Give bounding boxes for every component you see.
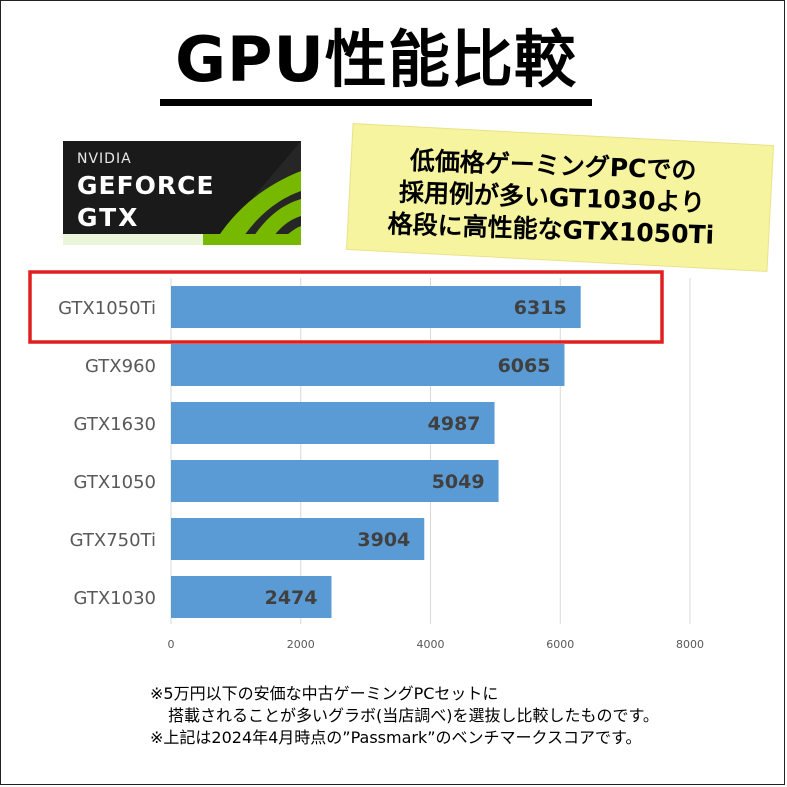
bar (171, 460, 499, 502)
logo-gtx-text: GTX (77, 203, 140, 232)
footnote-1: ※5万円以下の安価な中古ゲーミングPCセットに (150, 684, 499, 703)
category-label: GTX1030 (74, 588, 156, 609)
bar (171, 518, 425, 560)
bar (171, 402, 495, 444)
data-label: 3904 (357, 529, 410, 551)
x-tick-label: 4000 (417, 638, 445, 651)
data-label: 2474 (265, 587, 318, 609)
nvidia-geforce-gtx-logo: NVIDIA GEFORCE GTX (63, 141, 301, 245)
highlight-box (28, 270, 664, 344)
page-title: GPU性能比較 (175, 23, 577, 96)
nvidia-eye-icon (63, 141, 301, 245)
bar (171, 286, 581, 328)
data-label: 4987 (428, 413, 481, 435)
x-tick-label: 0 (168, 638, 175, 651)
category-label: GTX960 (85, 356, 156, 377)
category-label: GTX1050Ti (58, 298, 156, 319)
footnote-2: 搭載されることが多いグラボ(当店調べ)を選抜し比較したものです。 (168, 706, 659, 725)
category-label: GTX750Ti (70, 530, 156, 551)
logo-nvidia-text: NVIDIA (77, 151, 132, 167)
footnotes: ※5万円以下の安価な中古ゲーミングPCセットに 搭載されることが多いグラボ(当店… (150, 683, 780, 749)
data-label: 6315 (514, 297, 567, 319)
data-label: 6065 (498, 355, 551, 377)
title-underline (160, 99, 592, 106)
data-label: 5049 (432, 471, 485, 493)
logo-geforce-text: GEFORCE (77, 171, 215, 200)
bar (171, 344, 565, 386)
category-label: GTX1050 (74, 472, 156, 493)
footnote-3: ※上記は2024年4月時点の”Passmark”のベンチマークスコアです。 (150, 728, 642, 747)
x-tick-label: 8000 (676, 638, 704, 651)
x-tick-label: 6000 (546, 638, 574, 651)
bar (171, 576, 332, 618)
category-label: GTX1630 (74, 414, 156, 435)
x-tick-label: 2000 (287, 638, 315, 651)
